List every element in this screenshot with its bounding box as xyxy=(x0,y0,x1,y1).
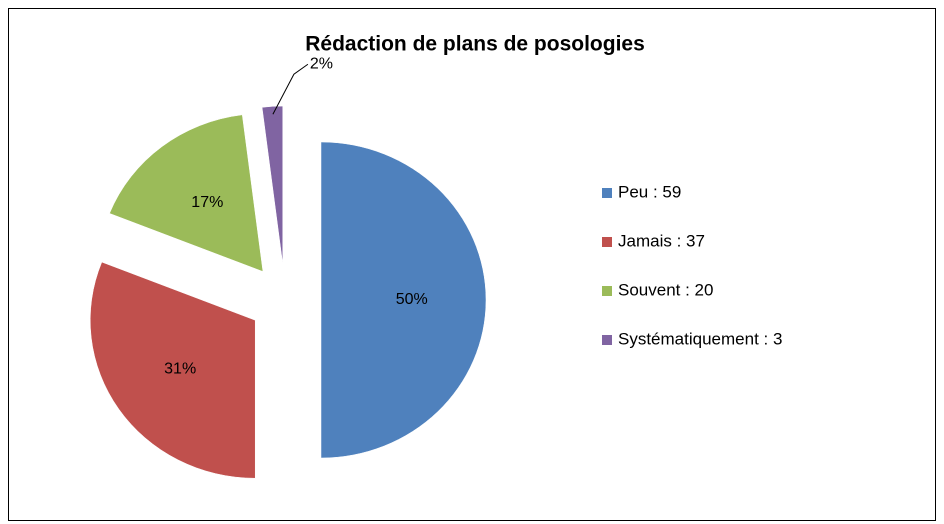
leader-line xyxy=(272,63,309,115)
legend-label: Peu : 59 xyxy=(618,182,681,201)
pie-slice xyxy=(320,141,487,459)
pie-slice xyxy=(89,261,256,479)
pie-slice xyxy=(109,114,264,272)
legend-label: Souvent : 20 xyxy=(618,280,713,299)
legend-swatch xyxy=(602,286,612,296)
legend-label: Systématiquement : 3 xyxy=(618,329,782,348)
value-label: 31% xyxy=(164,360,196,377)
legend-swatch xyxy=(602,237,612,247)
legend-swatch xyxy=(602,335,612,345)
pie-slice xyxy=(261,105,283,265)
value-label: 50% xyxy=(396,291,428,308)
value-label: 17% xyxy=(191,194,223,211)
legend-swatch xyxy=(602,188,612,198)
legend-label: Jamais : 37 xyxy=(618,231,705,250)
value-label: 2% xyxy=(310,55,333,72)
chart-title: Rédaction de plans de posologies xyxy=(305,33,645,56)
